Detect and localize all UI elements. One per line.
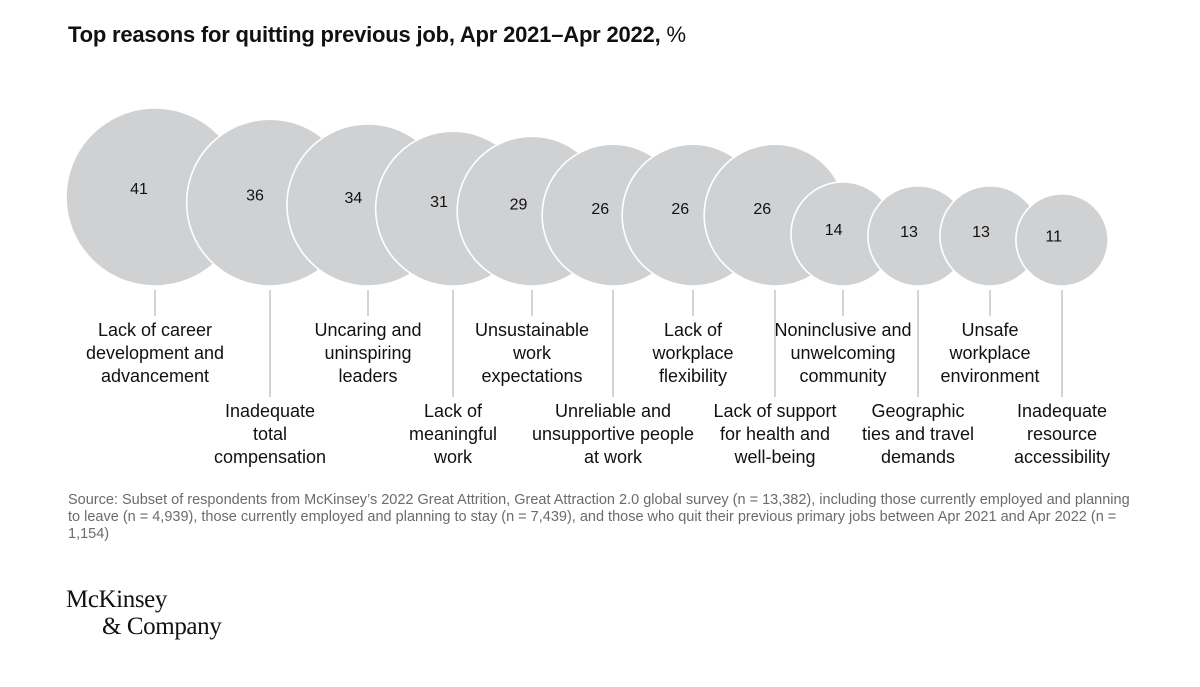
bubble-chart: 41 36 34 31 29 26 26 26 14 13 13 11 Lack of career d… [65,107,1110,467]
value-label-uncaring-and-uninspiring-leaders: 34 [345,190,363,207]
category-label-line: Geographic [871,401,964,421]
category-label-line: workplace [651,343,733,363]
value-label-inadequate-resource-accessibility: 11 [1045,228,1062,245]
category-label-line: for health and [720,424,830,444]
category-labels: Lack of career development and advancement… [86,320,1110,467]
category-label-lack-of-support-for-health-and-well-being: Lack of support for health and well-being [713,401,836,467]
leader-lines [154,290,1063,397]
value-label-unsafe-workplace-environment: 13 [972,224,990,241]
category-label-line: meaningful [409,424,497,444]
category-label-unsafe-workplace-environment: Unsafe workplace environment [940,320,1039,386]
value-label-lack-of-workplace-flexibility: 26 [671,201,689,218]
category-label-line: community [799,366,886,386]
value-label-lack-of-meaningful-work: 31 [430,194,448,211]
category-label-line: leaders [338,366,397,386]
category-label-line: Lack of support [713,401,836,421]
category-label-line: Noninclusive and [774,320,911,340]
category-label-line: well-being [733,447,815,467]
category-label-line: total [253,424,287,444]
category-label-line: ties and travel [862,424,974,444]
category-label-line: resource [1027,424,1097,444]
category-label-line: Unreliable and [555,401,671,421]
value-label-noninclusive-and-unwelcoming-community: 14 [825,222,843,239]
category-label-line: demands [881,447,955,467]
category-label-line: workplace [948,343,1030,363]
category-label-inadequate-resource-accessibility: Inadequate resource accessibility [1014,401,1110,467]
chart-title-text: Top reasons for quitting previous job, A… [68,22,661,47]
category-label-line: Unsustainable [475,320,589,340]
category-label-line: expectations [481,366,582,386]
category-label-line: at work [584,447,643,467]
value-label-lack-of-career-development-and-advancement: 41 [130,181,148,198]
category-label-geographic-ties-and-travel-demands: Geographic ties and travel demands [862,401,974,467]
category-label-line: work [433,447,473,467]
category-label-line: Inadequate [225,401,315,421]
category-label-line: accessibility [1014,447,1110,467]
chart-title: Top reasons for quitting previous job, A… [68,22,686,48]
category-label-line: advancement [101,366,209,386]
category-label-line: Unsafe [961,320,1018,340]
company-logo: McKinsey & Company [66,586,222,640]
category-label-unsustainable-work-expectations: Unsustainable work expectations [475,320,589,386]
category-label-lack-of-meaningful-work: Lack of meaningful work [409,401,497,467]
category-label-line: work [512,343,552,363]
value-label-unreliable-and-unsupportive-people-at-work: 26 [591,201,609,218]
value-labels: 41 36 34 31 29 26 26 26 14 13 13 11 [130,181,1062,245]
category-label-line: Lack of [664,320,723,340]
value-label-inadequate-total-compensation: 36 [246,187,264,204]
category-label-line: development and [86,343,224,363]
category-label-unreliable-and-unsupportive-people-at-work: Unreliable and unsupportive people at work [532,401,694,467]
category-label-lack-of-workplace-flexibility: Lack of workplace flexibility [651,320,733,386]
category-label-line: uninspiring [324,343,411,363]
category-label-line: Inadequate [1017,401,1107,421]
bubbles [65,107,1109,287]
chart-title-unit: % [666,22,686,47]
category-label-line: Lack of career [98,320,212,340]
source-note: Source: Subset of respondents from McKin… [68,492,1130,542]
logo-line-2: & Company [102,613,222,640]
category-label-line: compensation [214,447,326,467]
value-label-geographic-ties-and-travel-demands: 13 [900,224,918,241]
category-label-line: unwelcoming [790,343,895,363]
category-label-noninclusive-and-unwelcoming-community: Noninclusive and unwelcoming community [774,320,911,386]
category-label-lack-of-career-development-and-advancement: Lack of career development and advancement [86,320,224,386]
category-label-inadequate-total-compensation: Inadequate total compensation [214,401,326,467]
category-label-line: Lack of [424,401,483,421]
bubble-inadequate-resource-accessibility [1015,192,1109,287]
value-label-lack-of-support-for-health-and-well-being: 26 [753,201,771,218]
category-label-uncaring-and-uninspiring-leaders: Uncaring and uninspiring leaders [314,320,421,386]
category-label-line: Uncaring and [314,320,421,340]
category-label-line: unsupportive people [532,424,694,444]
category-label-line: environment [940,366,1039,386]
category-label-line: flexibility [659,366,727,386]
logo-line-1: McKinsey [66,586,167,613]
value-label-unsustainable-work-expectations: 29 [510,197,528,214]
